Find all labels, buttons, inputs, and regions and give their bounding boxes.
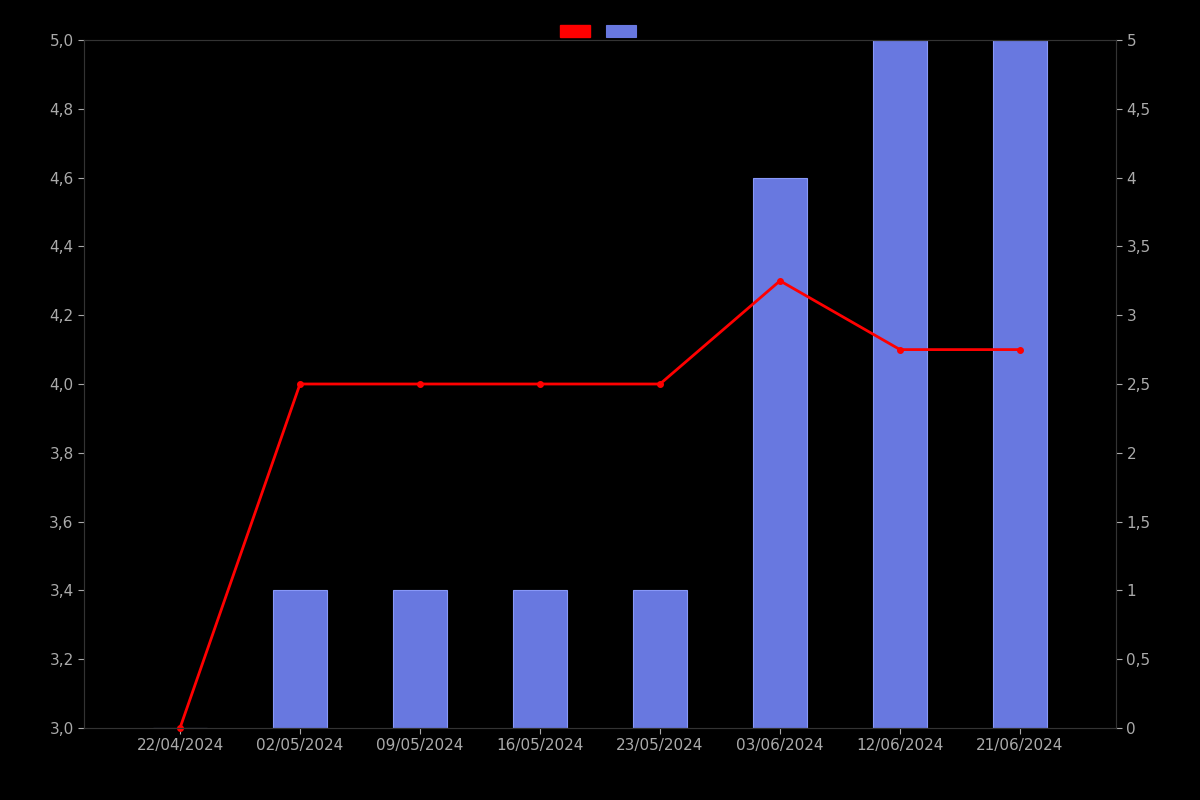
Bar <box>874 40 928 728</box>
Bar <box>274 590 328 728</box>
Bar <box>514 590 568 728</box>
Bar <box>394 590 448 728</box>
Bar <box>754 178 808 728</box>
Bar <box>634 590 688 728</box>
Legend: , : , <box>554 19 646 45</box>
Bar <box>994 40 1048 728</box>
